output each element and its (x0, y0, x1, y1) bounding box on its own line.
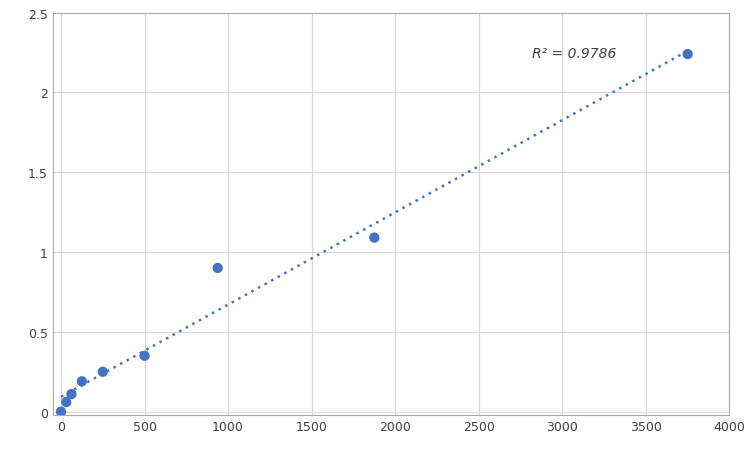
Point (76, 378, 88, 385)
Point (681, 51, 693, 59)
Point (55, 408, 67, 415)
Point (60, 399, 72, 406)
Point (65, 391, 77, 398)
Point (138, 352, 150, 359)
Point (97, 368, 109, 376)
Point (211, 265, 223, 272)
Point (368, 235, 381, 242)
Text: R² = 0.9786: R² = 0.9786 (532, 47, 617, 61)
